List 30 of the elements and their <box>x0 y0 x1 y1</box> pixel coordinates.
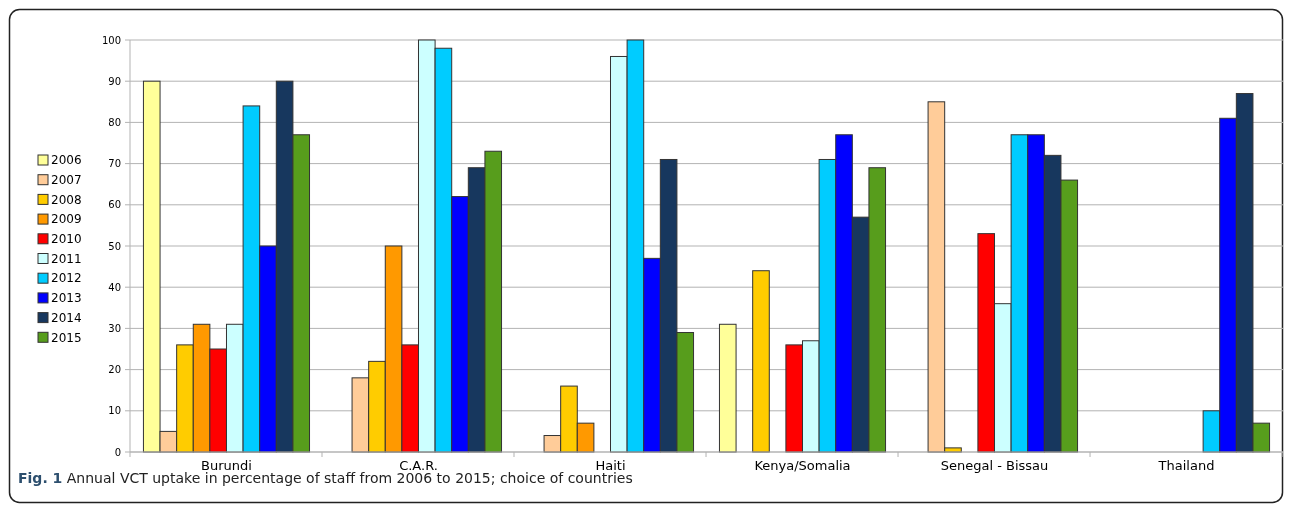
x-tick-label: Kenya/Somalia <box>754 458 851 473</box>
y-tick-label: 20 <box>108 364 121 376</box>
y-tick-label: 70 <box>108 158 121 170</box>
y-tick-label: 80 <box>108 116 121 128</box>
y-tick-label: 90 <box>108 75 121 87</box>
bar <box>718 323 737 453</box>
legend-label: 2012 <box>51 271 82 286</box>
legend-label: 2009 <box>51 212 82 227</box>
legend-label: 2010 <box>51 232 82 246</box>
y-tick-label: 0 <box>114 446 121 458</box>
x-tick-label: Thailand <box>1157 458 1215 473</box>
x-tick-label: Burundi <box>201 458 252 473</box>
x-tick-label: Haiti <box>595 458 626 473</box>
y-tick-label: 30 <box>108 322 121 334</box>
legend-label: 2007 <box>51 172 82 187</box>
legend-label: 2006 <box>51 153 82 168</box>
y-tick-label: 60 <box>108 199 121 211</box>
legend-label: 2013 <box>51 291 82 306</box>
y-tick-label: 50 <box>108 240 121 252</box>
legend-label: 2011 <box>51 251 82 266</box>
bar <box>752 270 770 453</box>
x-tick-label: C.A.R. <box>399 458 438 473</box>
legend-label: 2015 <box>51 330 82 345</box>
caption: Fig. 1 Annual VCT uptake in percentage of staff from 2006 to 2015; choice of countries <box>18 470 633 486</box>
x-tick-label: Senegal - Bissau <box>940 458 1049 473</box>
y-tick-label: 100 <box>101 34 121 46</box>
y-tick-label: 10 <box>108 405 121 417</box>
y-tick-label: 40 <box>108 281 121 293</box>
legend-label: 2008 <box>51 192 82 207</box>
legend-label: 2014 <box>51 310 82 325</box>
